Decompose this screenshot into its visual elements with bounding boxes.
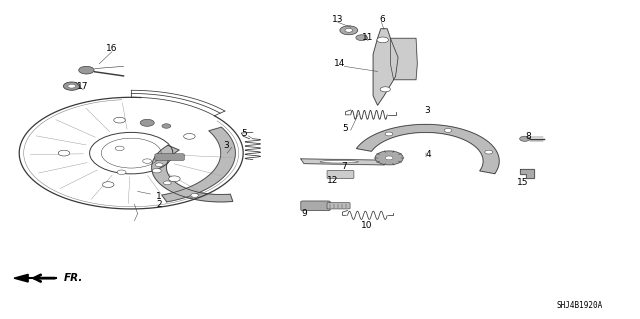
Text: 11: 11 xyxy=(362,33,374,42)
Text: 3: 3 xyxy=(223,141,228,150)
Polygon shape xyxy=(520,169,534,178)
Polygon shape xyxy=(373,29,398,105)
Text: 14: 14 xyxy=(333,59,345,68)
Text: 12: 12 xyxy=(327,176,339,185)
Text: 3: 3 xyxy=(425,106,430,115)
Circle shape xyxy=(345,28,353,32)
Text: 17: 17 xyxy=(77,82,89,91)
Circle shape xyxy=(162,124,171,128)
Circle shape xyxy=(444,129,452,132)
Text: 13: 13 xyxy=(332,15,344,24)
Circle shape xyxy=(385,156,393,160)
FancyBboxPatch shape xyxy=(327,170,354,179)
Circle shape xyxy=(168,176,180,182)
Polygon shape xyxy=(356,124,499,174)
Text: 10: 10 xyxy=(361,221,372,230)
Circle shape xyxy=(115,146,124,151)
Text: 8: 8 xyxy=(525,132,531,141)
Text: 1: 1 xyxy=(156,192,161,201)
Circle shape xyxy=(140,119,154,126)
Circle shape xyxy=(340,26,358,35)
Circle shape xyxy=(114,117,125,123)
Circle shape xyxy=(485,150,493,154)
Circle shape xyxy=(68,84,76,88)
Circle shape xyxy=(156,163,163,167)
Polygon shape xyxy=(390,38,417,80)
Ellipse shape xyxy=(320,160,358,163)
Polygon shape xyxy=(162,127,236,202)
Text: 5: 5 xyxy=(343,124,348,133)
Polygon shape xyxy=(14,274,28,282)
Circle shape xyxy=(143,159,152,163)
Text: 4: 4 xyxy=(426,150,431,159)
FancyBboxPatch shape xyxy=(301,201,330,211)
Text: SHJ4B1920A: SHJ4B1920A xyxy=(556,301,602,310)
Circle shape xyxy=(191,193,198,197)
Circle shape xyxy=(58,150,70,156)
Text: 2: 2 xyxy=(156,200,161,209)
Circle shape xyxy=(375,151,403,165)
Text: 6: 6 xyxy=(380,15,385,24)
Circle shape xyxy=(79,66,94,74)
Text: 5: 5 xyxy=(242,130,247,138)
Circle shape xyxy=(520,136,530,141)
Circle shape xyxy=(163,181,171,185)
Circle shape xyxy=(356,35,367,41)
Text: 15: 15 xyxy=(517,178,529,187)
Circle shape xyxy=(63,82,80,90)
Polygon shape xyxy=(301,159,384,165)
Circle shape xyxy=(184,133,195,139)
Circle shape xyxy=(102,182,114,188)
Circle shape xyxy=(152,168,161,173)
Circle shape xyxy=(380,87,390,92)
Circle shape xyxy=(385,132,393,136)
Text: 9: 9 xyxy=(301,209,307,218)
FancyBboxPatch shape xyxy=(327,203,350,209)
Polygon shape xyxy=(152,145,233,202)
Text: 7: 7 xyxy=(341,162,346,171)
Circle shape xyxy=(377,37,388,43)
FancyBboxPatch shape xyxy=(155,154,184,160)
Text: 16: 16 xyxy=(106,44,118,53)
Text: FR.: FR. xyxy=(64,273,83,283)
Circle shape xyxy=(117,170,126,174)
